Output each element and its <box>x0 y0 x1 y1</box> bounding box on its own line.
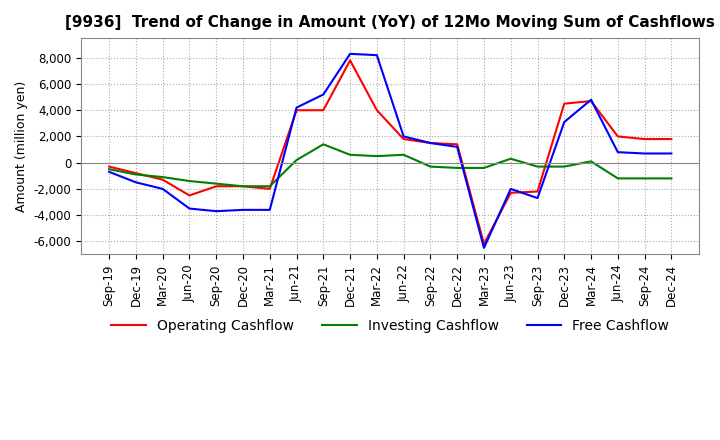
Investing Cashflow <box>480 165 488 171</box>
Line: Operating Cashflow: Operating Cashflow <box>109 60 671 244</box>
Operating Cashflow <box>372 108 381 113</box>
Investing Cashflow <box>212 181 220 186</box>
Operating Cashflow <box>346 58 354 63</box>
Investing Cashflow <box>587 159 595 164</box>
Operating Cashflow <box>613 134 622 139</box>
Operating Cashflow <box>426 140 435 146</box>
Operating Cashflow <box>292 108 301 113</box>
Investing Cashflow <box>292 158 301 163</box>
Free Cashflow <box>613 150 622 155</box>
Investing Cashflow <box>426 164 435 169</box>
Operating Cashflow <box>319 108 328 113</box>
Investing Cashflow <box>158 174 167 180</box>
Free Cashflow <box>372 52 381 58</box>
Operating Cashflow <box>132 171 140 176</box>
Investing Cashflow <box>667 176 675 181</box>
Free Cashflow <box>506 186 515 191</box>
Investing Cashflow <box>105 167 114 172</box>
Operating Cashflow <box>266 186 274 191</box>
Operating Cashflow <box>453 142 462 147</box>
Operating Cashflow <box>587 99 595 104</box>
Operating Cashflow <box>105 164 114 169</box>
Operating Cashflow <box>640 136 649 142</box>
Line: Investing Cashflow: Investing Cashflow <box>109 144 671 186</box>
Investing Cashflow <box>400 152 408 158</box>
Investing Cashflow <box>185 178 194 183</box>
Investing Cashflow <box>132 172 140 177</box>
Operating Cashflow <box>239 183 248 189</box>
Free Cashflow <box>266 207 274 213</box>
Operating Cashflow <box>560 101 569 106</box>
Investing Cashflow <box>613 176 622 181</box>
Free Cashflow <box>105 169 114 175</box>
Operating Cashflow <box>534 189 542 194</box>
Line: Free Cashflow: Free Cashflow <box>109 54 671 248</box>
Title: [9936]  Trend of Change in Amount (YoY) of 12Mo Moving Sum of Cashflows: [9936] Trend of Change in Amount (YoY) o… <box>66 15 715 30</box>
Free Cashflow <box>560 119 569 125</box>
Free Cashflow <box>158 186 167 191</box>
Operating Cashflow <box>185 193 194 198</box>
Free Cashflow <box>587 97 595 103</box>
Operating Cashflow <box>480 241 488 246</box>
Free Cashflow <box>346 51 354 56</box>
Free Cashflow <box>480 245 488 250</box>
Free Cashflow <box>239 207 248 213</box>
Free Cashflow <box>319 92 328 97</box>
Free Cashflow <box>185 206 194 211</box>
Free Cashflow <box>400 134 408 139</box>
Operating Cashflow <box>400 136 408 142</box>
Legend: Operating Cashflow, Investing Cashflow, Free Cashflow: Operating Cashflow, Investing Cashflow, … <box>106 313 675 338</box>
Investing Cashflow <box>534 164 542 169</box>
Free Cashflow <box>132 180 140 185</box>
Investing Cashflow <box>560 164 569 169</box>
Investing Cashflow <box>239 183 248 189</box>
Investing Cashflow <box>453 165 462 171</box>
Free Cashflow <box>534 195 542 201</box>
Investing Cashflow <box>319 142 328 147</box>
Investing Cashflow <box>506 156 515 161</box>
Y-axis label: Amount (million yen): Amount (million yen) <box>15 81 28 212</box>
Investing Cashflow <box>372 154 381 159</box>
Free Cashflow <box>292 105 301 110</box>
Investing Cashflow <box>346 152 354 158</box>
Free Cashflow <box>212 209 220 214</box>
Investing Cashflow <box>640 176 649 181</box>
Free Cashflow <box>667 151 675 156</box>
Free Cashflow <box>426 140 435 146</box>
Operating Cashflow <box>212 183 220 189</box>
Operating Cashflow <box>158 177 167 182</box>
Free Cashflow <box>640 151 649 156</box>
Operating Cashflow <box>506 190 515 195</box>
Investing Cashflow <box>266 183 274 189</box>
Operating Cashflow <box>667 136 675 142</box>
Free Cashflow <box>453 144 462 150</box>
